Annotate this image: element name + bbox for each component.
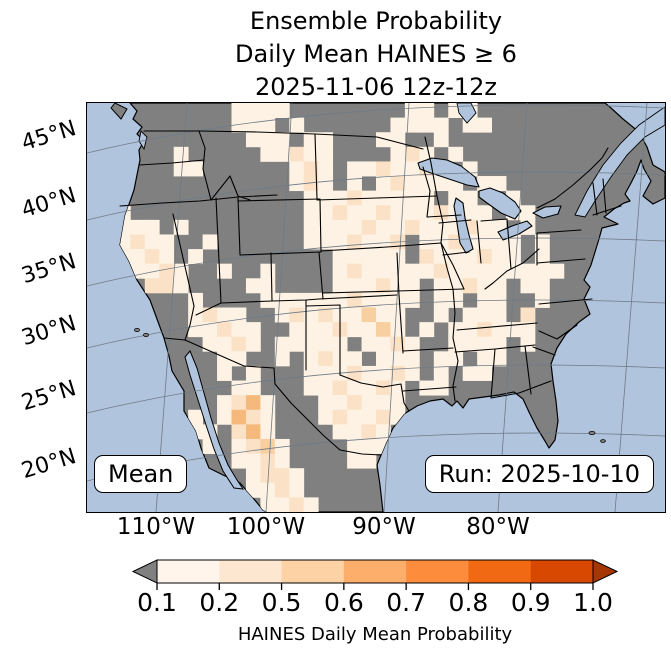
lon-label-110w: 110°W [116,514,196,540]
colorbar-tick-label: 0.8 [448,588,489,617]
lake-huron [478,187,522,220]
colorbar-tick-label: 0.7 [386,588,427,617]
colorbar-tick-label: 1.0 [573,588,613,617]
colorbar-tick-label: 0.5 [261,588,302,617]
lon-label-80w: 80°W [466,514,530,540]
lat-label-25n: 25°N [18,376,80,417]
vancouver-island [110,103,128,120]
colorbar-under-arrow [131,559,158,584]
run-box: Run: 2025-10-10 [424,455,654,493]
figure-title: Ensemble Probability Daily Mean HAINES ≥… [87,5,665,104]
lake-superior [417,157,480,188]
st-lawrence [574,106,665,218]
us-canada-border [143,130,424,150]
graticule [87,103,665,512]
title-line-3: 2025-11-06 12z-12z [254,73,498,101]
us-mexico-border [163,337,382,456]
colorbar-label: HAINES Daily Mean Probability [237,624,513,645]
lat-label-40n: 40°N [18,183,80,224]
stat-box: Mean [94,455,188,493]
colorbar-segments [157,560,594,583]
lat-label-35n: 35°N [18,249,80,290]
map-canvas: Mean Run: 2025-10-10 [86,102,666,513]
lake-ontario [532,205,562,219]
colorbar-tickmarks [156,583,594,590]
lon-label-100w: 100°W [226,514,306,540]
james-bay [456,103,477,124]
us-canada-border-east [536,147,609,209]
colorbar-over-arrow [592,559,619,584]
colorbar-outline [156,559,594,584]
lon-label-90w: 90°W [352,514,416,540]
mississippi-river [440,242,459,402]
state-borders [119,130,622,456]
colorbar-tick-label: 0.1 [137,588,177,617]
lat-label-30n: 30°N [18,311,80,352]
great-lakes [417,157,562,254]
lat-label-20n: 20°N [18,444,80,485]
colorbar-tick-label: 0.2 [199,588,240,617]
colorbar-tick-label: 0.6 [323,588,364,617]
gulf-of-california [184,350,245,490]
puget-sound [138,130,148,151]
colorbar [131,559,619,590]
title-line-2: Daily Mean HAINES ≥ 6 [235,40,517,68]
lake-erie [497,220,533,241]
map-svg [87,103,665,512]
lat-label-45n: 45°N [18,116,80,157]
colorbar-tick-label: 0.9 [510,588,551,617]
title-line-1: Ensemble Probability [249,7,503,35]
